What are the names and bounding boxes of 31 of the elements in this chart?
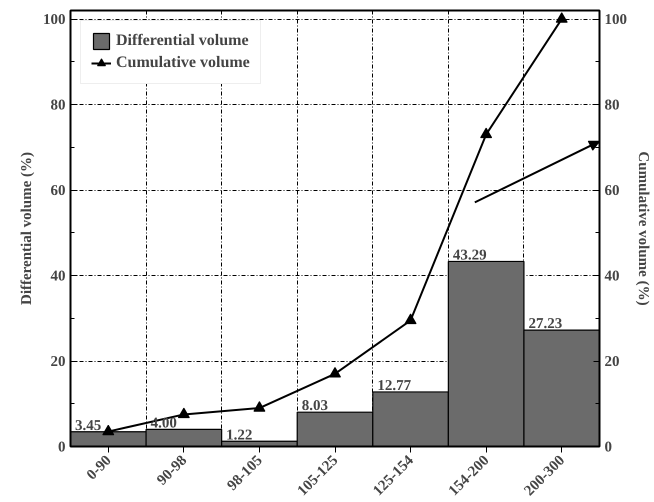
- legend-label: Cumulative volume: [116, 54, 250, 72]
- y-axis-title: Differential volume (%): [19, 152, 35, 306]
- point: [404, 314, 417, 324]
- point: [102, 424, 114, 436]
- y-tick-label: 20: [50, 354, 66, 370]
- data-label: 1.22: [226, 427, 252, 444]
- y2-axis-title: Cumulative volume (%): [635, 151, 651, 306]
- data-label: 3.45: [75, 418, 102, 434]
- y2-tick-label: 100: [604, 12, 627, 28]
- y-tick-label: 0: [58, 440, 66, 456]
- data-label: 27.23: [528, 316, 562, 332]
- data-label: 12.77: [377, 378, 412, 394]
- point: [329, 366, 341, 378]
- y2-tick-label: 20: [604, 354, 620, 370]
- data-label: 4.00: [150, 415, 177, 432]
- point: [253, 401, 266, 412]
- data-label: 8.03: [302, 398, 328, 414]
- point: [480, 128, 492, 138]
- y2-tick-label: 80: [604, 98, 620, 114]
- y-tick-label: 100: [43, 12, 66, 28]
- point: [178, 408, 190, 418]
- x-tick-label: 0-90: [84, 452, 115, 484]
- data-label: 43.29: [452, 247, 487, 264]
- legend-label: Differential volume: [116, 32, 249, 50]
- y2-tick-label: 0: [604, 440, 612, 456]
- y-tick-label: 40: [50, 268, 66, 285]
- y2-tick-label: 60: [604, 183, 620, 200]
- y2-tick-label: 40: [604, 268, 620, 285]
- y-tick-label: 60: [50, 183, 66, 200]
- y-tick-label: 80: [50, 98, 66, 114]
- point: [556, 12, 568, 23]
